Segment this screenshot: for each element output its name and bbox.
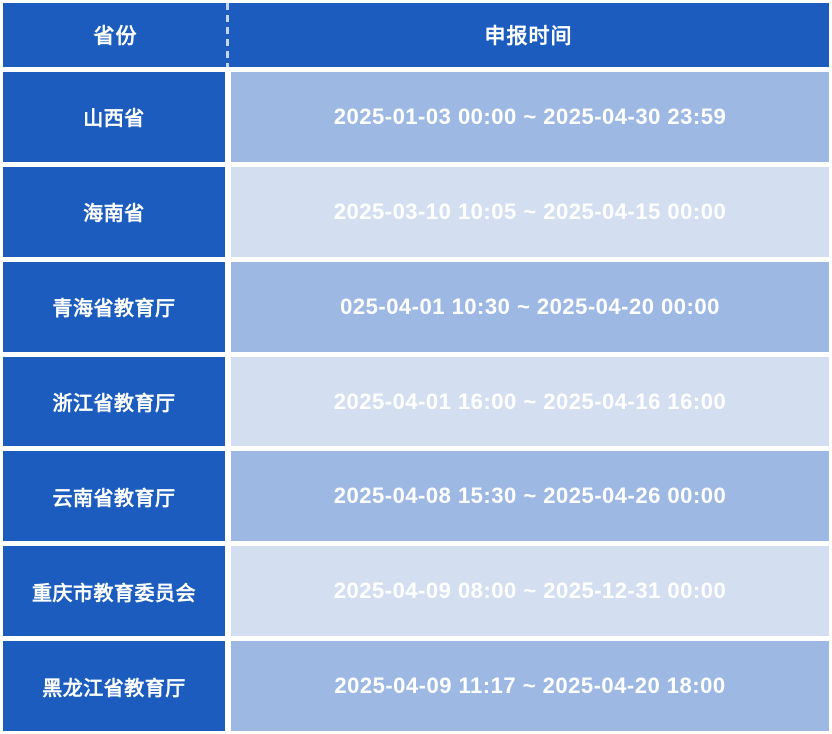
table-row: 黑龙江省教育厅 2025-04-09 11:17 ~ 2025-04-20 18…	[3, 641, 829, 732]
province-cell: 青海省教育厅	[3, 261, 225, 352]
header-cell-time: 申报时间	[228, 3, 829, 67]
table-row: 海南省 2025-03-10 10:05 ~ 2025-04-15 00:00	[3, 166, 829, 257]
province-cell: 山西省	[3, 72, 225, 162]
table-row: 青海省教育厅 025-04-01 10:30 ~ 2025-04-20 00:0…	[3, 261, 829, 352]
table-header-row: 省份 申报时间	[3, 3, 829, 67]
header-dashed-divider	[226, 3, 229, 67]
time-cell: 2025-04-09 08:00 ~ 2025-12-31 00:00	[231, 546, 829, 637]
province-cell: 浙江省教育厅	[3, 356, 225, 447]
province-cell: 云南省教育厅	[3, 451, 225, 542]
province-cell: 重庆市教育委员会	[3, 546, 225, 637]
time-cell: 025-04-01 10:30 ~ 2025-04-20 00:00	[231, 261, 829, 352]
table-row: 山西省 2025-01-03 00:00 ~ 2025-04-30 23:59	[3, 72, 829, 162]
time-cell: 2025-04-01 16:00 ~ 2025-04-16 16:00	[231, 356, 829, 447]
province-cell: 海南省	[3, 166, 225, 257]
table-row: 云南省教育厅 2025-04-08 15:30 ~ 2025-04-26 00:…	[3, 451, 829, 542]
time-cell: 2025-04-08 15:30 ~ 2025-04-26 00:00	[231, 451, 829, 542]
table-row: 重庆市教育委员会 2025-04-09 08:00 ~ 2025-12-31 0…	[3, 546, 829, 637]
header-time-label: 申报时间	[484, 25, 573, 48]
time-cell: 2025-01-03 00:00 ~ 2025-04-30 23:59	[231, 72, 829, 162]
header-cell-province: 省份	[3, 3, 228, 67]
province-cell: 黑龙江省教育厅	[3, 641, 225, 732]
time-cell: 2025-03-10 10:05 ~ 2025-04-15 00:00	[231, 166, 829, 257]
table-row: 浙江省教育厅 2025-04-01 16:00 ~ 2025-04-16 16:…	[3, 356, 829, 447]
time-cell: 2025-04-09 11:17 ~ 2025-04-20 18:00	[231, 641, 829, 732]
header-province-label: 省份	[93, 25, 138, 48]
